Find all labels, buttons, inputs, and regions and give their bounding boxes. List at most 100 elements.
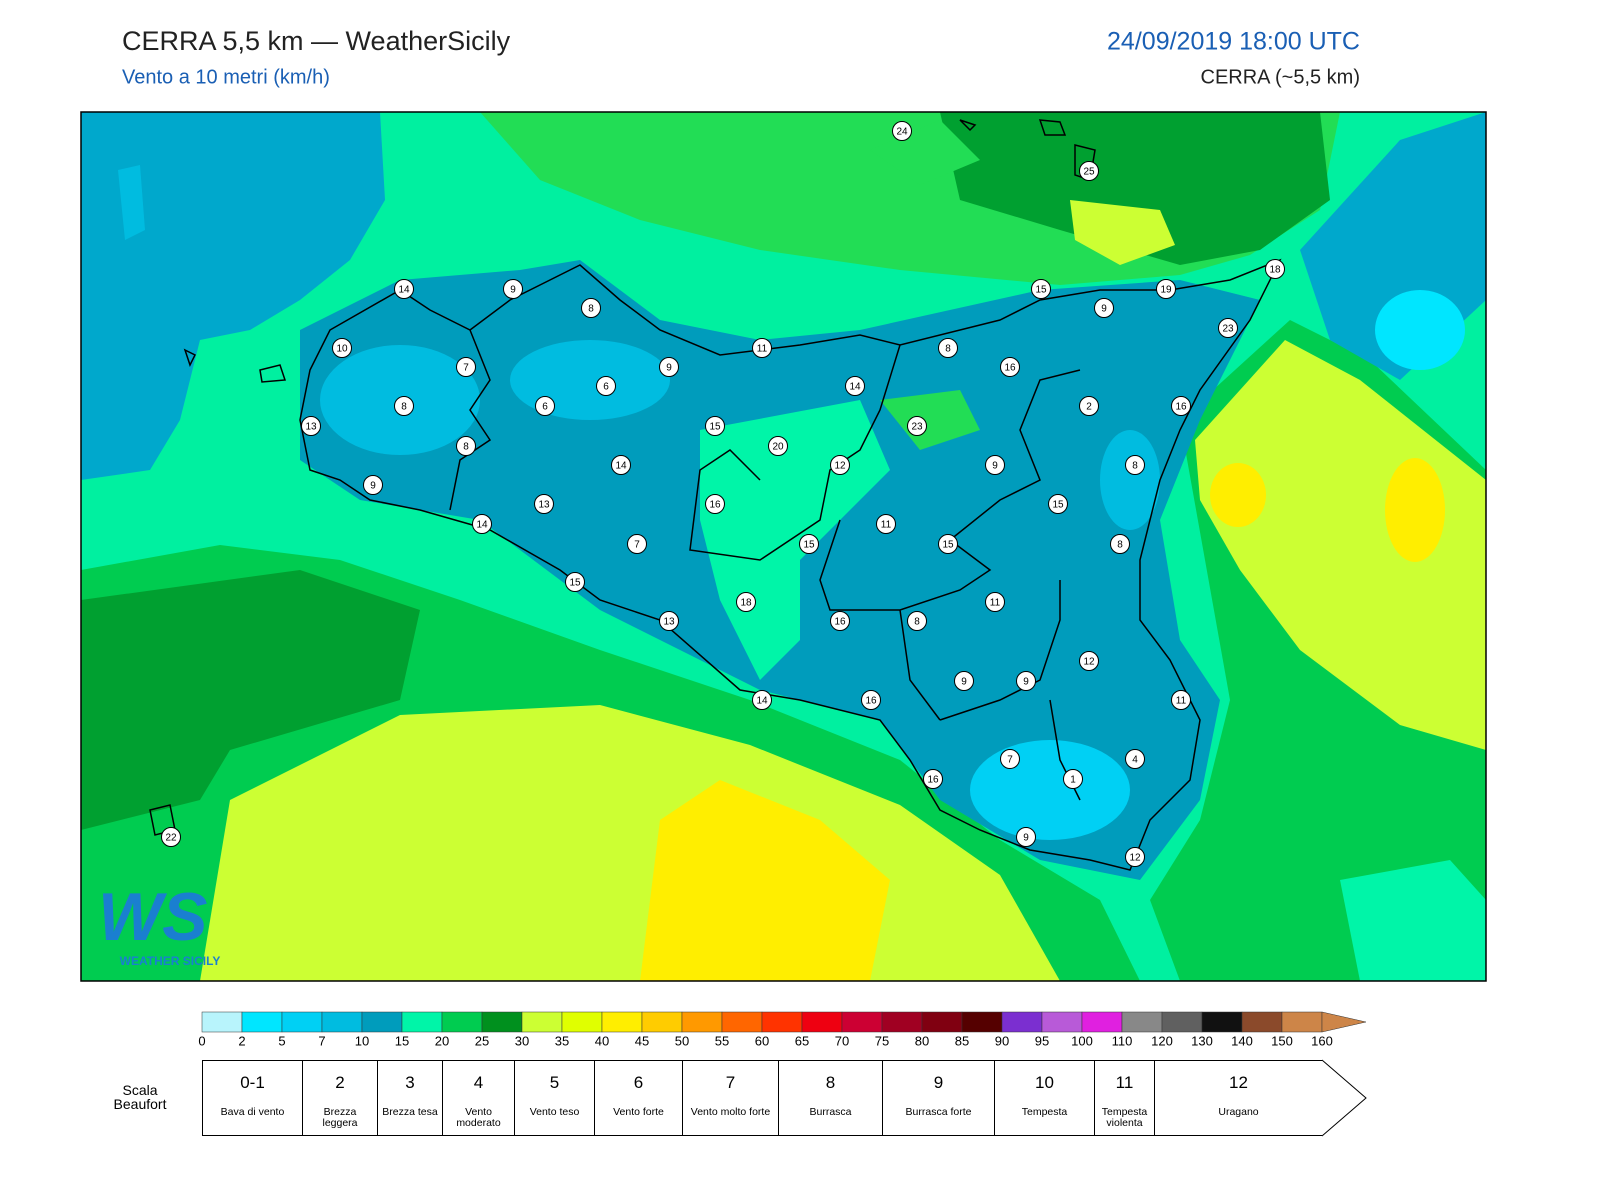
beaufort-force: 8 <box>825 1073 836 1092</box>
station-marker <box>1171 690 1191 710</box>
colorbar-tick-label: 130 <box>1191 1033 1213 1048</box>
station-value: 20 <box>772 442 784 453</box>
beaufort-name: Vento teso <box>529 1106 580 1118</box>
station-marker <box>659 611 679 631</box>
station-value: 13 <box>538 500 550 511</box>
station-marker <box>1063 769 1083 789</box>
beaufort-force: 12 <box>1229 1073 1248 1092</box>
station-value: 16 <box>865 696 877 707</box>
station-value: 23 <box>911 422 923 433</box>
station-marker <box>394 396 414 416</box>
colorbar-tick-label: 30 <box>515 1033 529 1048</box>
beaufort-force: 11 <box>1115 1073 1134 1092</box>
station-value: 11 <box>1176 696 1187 707</box>
beaufort-name: Brezza tesa <box>382 1106 438 1118</box>
station-marker <box>456 436 476 456</box>
beaufort-title: Scala Beaufort <box>113 1082 167 1112</box>
station-marker <box>1110 534 1130 554</box>
colorbar-cell <box>961 1011 1003 1033</box>
station-value: 7 <box>634 540 640 551</box>
colorbar-tick-label: 45 <box>635 1033 649 1048</box>
subtitle: Vento a 10 metri (km/h) <box>122 66 330 88</box>
colorbar: 0 2 5 7 10 15 20 25 30 35 40 45 50 55 60 65 70 75 80 85 90 95… <box>198 1011 1367 1048</box>
beaufort-name: Vento moderato <box>456 1106 501 1129</box>
station-value: 4 <box>1132 755 1138 766</box>
beaufort-name: Brezza leggera <box>322 1106 358 1129</box>
station-marker <box>1048 494 1068 514</box>
station-marker <box>611 455 631 475</box>
station-marker <box>705 416 725 436</box>
station-value: 16 <box>1175 402 1187 413</box>
colorbar-cell <box>521 1011 563 1033</box>
station-marker <box>456 357 476 377</box>
station-marker <box>627 534 647 554</box>
station-marker <box>301 416 321 436</box>
beaufort-name: Bava di vento <box>220 1106 285 1118</box>
station-value: 6 <box>542 402 548 413</box>
station-value: 8 <box>914 617 920 628</box>
station-marker <box>472 514 492 534</box>
colorbar-tick-label: 75 <box>875 1033 889 1048</box>
colorbar-cell <box>921 1011 963 1033</box>
station-marker <box>1218 318 1238 338</box>
beaufort-level: 7 Vento molto forte <box>682 1060 778 1136</box>
station-marker <box>1000 749 1020 769</box>
station-marker <box>985 455 1005 475</box>
colorbar-cell <box>881 1011 923 1033</box>
station-value: 7 <box>463 363 469 374</box>
title: CERRA 5,5 km — WeatherSicily <box>122 26 511 56</box>
station-marker <box>1031 279 1051 299</box>
station-marker <box>830 611 850 631</box>
station-value: 15 <box>1052 500 1064 511</box>
colorbar-cell <box>1001 1011 1043 1033</box>
station-value: 12 <box>1129 853 1141 864</box>
beaufort-force: 3 <box>405 1073 415 1092</box>
colorbar-tick-label: 10 <box>355 1033 369 1048</box>
colorbar-tick-label: 0 <box>198 1033 205 1048</box>
colorbar-cell <box>201 1011 243 1033</box>
station-value: 1 <box>1070 775 1076 786</box>
station-value: 13 <box>663 617 675 628</box>
station-marker <box>534 494 554 514</box>
station-marker <box>596 376 616 396</box>
station-value: 9 <box>1101 304 1107 315</box>
datetime: 24/09/2019 18:00 UTC <box>1107 28 1360 56</box>
station-value: 12 <box>834 461 846 472</box>
colorbar-tick-label: 7 <box>318 1033 325 1048</box>
colorbar-tick-label: 2 <box>238 1033 245 1048</box>
station-marker <box>394 279 414 299</box>
station-value: 12 <box>1083 657 1095 668</box>
beaufort-name: Vento molto forte <box>690 1106 771 1118</box>
station-marker <box>736 592 756 612</box>
station-value: 8 <box>1132 461 1138 472</box>
colorbar-cell <box>321 1011 363 1033</box>
station-value: 13 <box>305 422 317 433</box>
station-value: 8 <box>1117 540 1123 551</box>
colorbar-cell <box>1161 1011 1203 1033</box>
colorbar-cell <box>1121 1011 1163 1033</box>
beaufort-level: 2 Brezza leggera <box>302 1060 377 1136</box>
station-marker <box>907 611 927 631</box>
station-marker <box>876 514 896 534</box>
station-marker <box>845 376 865 396</box>
colorbar-tick-label: 60 <box>755 1033 769 1048</box>
beaufort-arrow <box>1321 1059 1367 1137</box>
colorbar-cell <box>1241 1011 1283 1033</box>
station-value: 8 <box>401 402 407 413</box>
colorbar-tick-label: 55 <box>715 1033 729 1048</box>
station-value: 9 <box>961 677 967 688</box>
beaufort-name: Tempesta violenta <box>1101 1106 1148 1129</box>
station-value: 2 <box>1086 402 1092 413</box>
station-value: 9 <box>1023 833 1029 844</box>
station-marker <box>985 592 1005 612</box>
station-value: 11 <box>881 520 892 531</box>
station-value: 9 <box>666 363 672 374</box>
station-value: 16 <box>834 617 846 628</box>
colorbar-tick-label: 160 <box>1311 1033 1333 1048</box>
beaufort-force: 0-1 <box>240 1073 265 1092</box>
beaufort-force: 2 <box>335 1073 345 1092</box>
beaufort-level: 11 Tempesta violenta <box>1094 1060 1154 1136</box>
station-value: 24 <box>896 127 908 138</box>
